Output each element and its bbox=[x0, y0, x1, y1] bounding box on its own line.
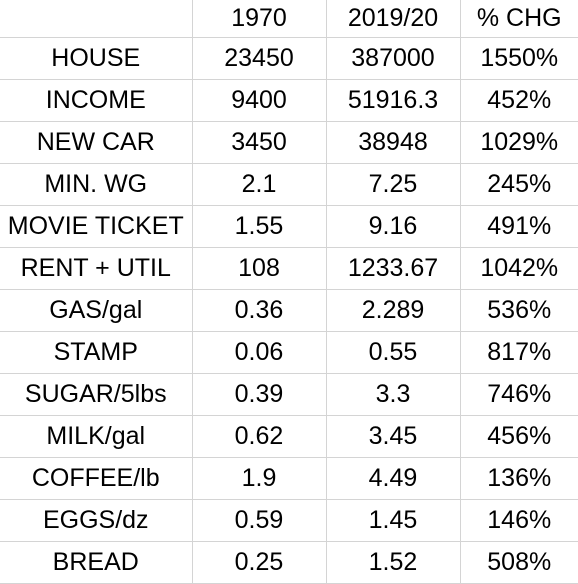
table-row: EGGS/dz 0.59 1.45 146% bbox=[0, 499, 578, 542]
item-cell[interactable]: NEW CAR bbox=[0, 121, 193, 164]
item-cell[interactable]: MOVIE TICKET bbox=[0, 205, 193, 248]
pct-change-cell[interactable]: 136% bbox=[460, 457, 578, 500]
header-cell-item[interactable] bbox=[0, 0, 193, 38]
item-cell[interactable]: EGGS/dz bbox=[0, 499, 193, 542]
value-2019-20-cell[interactable]: 0.55 bbox=[326, 331, 461, 374]
header-row: 1970 2019/20 % CHG bbox=[0, 0, 578, 38]
table-row: MIN. WG 2.1 7.25 245% bbox=[0, 163, 578, 206]
value-1970-cell[interactable]: 3450 bbox=[192, 121, 327, 164]
item-cell[interactable]: GAS/gal bbox=[0, 289, 193, 332]
value-1970-cell[interactable]: 0.59 bbox=[192, 499, 327, 542]
header-cell-pct-change[interactable]: % CHG bbox=[460, 0, 578, 38]
table-row: SUGAR/5lbs 0.39 3.3 746% bbox=[0, 373, 578, 416]
item-cell[interactable]: MIN. WG bbox=[0, 163, 193, 206]
item-cell[interactable]: HOUSE bbox=[0, 37, 193, 80]
pct-change-cell[interactable]: 491% bbox=[460, 205, 578, 248]
value-2019-20-cell[interactable]: 3.3 bbox=[326, 373, 461, 416]
pct-change-cell[interactable]: 1042% bbox=[460, 247, 578, 290]
value-2019-20-cell[interactable]: 2.289 bbox=[326, 289, 461, 332]
pct-change-cell[interactable]: 1550% bbox=[460, 37, 578, 80]
value-2019-20-cell[interactable]: 9.16 bbox=[326, 205, 461, 248]
value-2019-20-cell[interactable]: 51916.3 bbox=[326, 79, 461, 122]
pct-change-cell[interactable]: 508% bbox=[460, 541, 578, 584]
value-1970-cell[interactable]: 0.39 bbox=[192, 373, 327, 416]
item-cell[interactable]: SUGAR/5lbs bbox=[0, 373, 193, 416]
value-1970-cell[interactable]: 0.25 bbox=[192, 541, 327, 584]
value-1970-cell[interactable]: 23450 bbox=[192, 37, 327, 80]
table-row: GAS/gal 0.36 2.289 536% bbox=[0, 289, 578, 332]
value-1970-cell[interactable]: 9400 bbox=[192, 79, 327, 122]
value-1970-cell[interactable]: 0.06 bbox=[192, 331, 327, 374]
pct-change-cell[interactable]: 456% bbox=[460, 415, 578, 458]
value-1970-cell[interactable]: 1.55 bbox=[192, 205, 327, 248]
value-2019-20-cell[interactable]: 1.45 bbox=[326, 499, 461, 542]
table-row: COFFEE/lb 1.9 4.49 136% bbox=[0, 457, 578, 500]
header-cell-2019-20[interactable]: 2019/20 bbox=[326, 0, 461, 38]
item-cell[interactable]: RENT + UTIL bbox=[0, 247, 193, 290]
header-cell-1970[interactable]: 1970 bbox=[192, 0, 327, 38]
table-row: RENT + UTIL 108 1233.67 1042% bbox=[0, 247, 578, 290]
value-1970-cell[interactable]: 2.1 bbox=[192, 163, 327, 206]
pct-change-cell[interactable]: 536% bbox=[460, 289, 578, 332]
value-2019-20-cell[interactable]: 7.25 bbox=[326, 163, 461, 206]
pct-change-cell[interactable]: 1029% bbox=[460, 121, 578, 164]
item-cell[interactable]: BREAD bbox=[0, 541, 193, 584]
pct-change-cell[interactable]: 452% bbox=[460, 79, 578, 122]
item-cell[interactable]: STAMP bbox=[0, 331, 193, 374]
value-2019-20-cell[interactable]: 1.52 bbox=[326, 541, 461, 584]
value-1970-cell[interactable]: 0.36 bbox=[192, 289, 327, 332]
item-cell[interactable]: INCOME bbox=[0, 79, 193, 122]
value-1970-cell[interactable]: 1.9 bbox=[192, 457, 327, 500]
pct-change-cell[interactable]: 146% bbox=[460, 499, 578, 542]
pct-change-cell[interactable]: 245% bbox=[460, 163, 578, 206]
value-2019-20-cell[interactable]: 387000 bbox=[326, 37, 461, 80]
value-2019-20-cell[interactable]: 1233.67 bbox=[326, 247, 461, 290]
value-1970-cell[interactable]: 0.62 bbox=[192, 415, 327, 458]
value-2019-20-cell[interactable]: 38948 bbox=[326, 121, 461, 164]
table-row: STAMP 0.06 0.55 817% bbox=[0, 331, 578, 374]
value-2019-20-cell[interactable]: 4.49 bbox=[326, 457, 461, 500]
table-row: BREAD 0.25 1.52 508% bbox=[0, 541, 578, 584]
value-1970-cell[interactable]: 108 bbox=[192, 247, 327, 290]
item-cell[interactable]: COFFEE/lb bbox=[0, 457, 193, 500]
value-2019-20-cell[interactable]: 3.45 bbox=[326, 415, 461, 458]
item-cell[interactable]: MILK/gal bbox=[0, 415, 193, 458]
pct-change-cell[interactable]: 746% bbox=[460, 373, 578, 416]
table-row: HOUSE 23450 387000 1550% bbox=[0, 37, 578, 80]
table-row: NEW CAR 3450 38948 1029% bbox=[0, 121, 578, 164]
table-row: INCOME 9400 51916.3 452% bbox=[0, 79, 578, 122]
pct-change-cell[interactable]: 817% bbox=[460, 331, 578, 374]
table-row: MOVIE TICKET 1.55 9.16 491% bbox=[0, 205, 578, 248]
table-row: MILK/gal 0.62 3.45 456% bbox=[0, 415, 578, 458]
